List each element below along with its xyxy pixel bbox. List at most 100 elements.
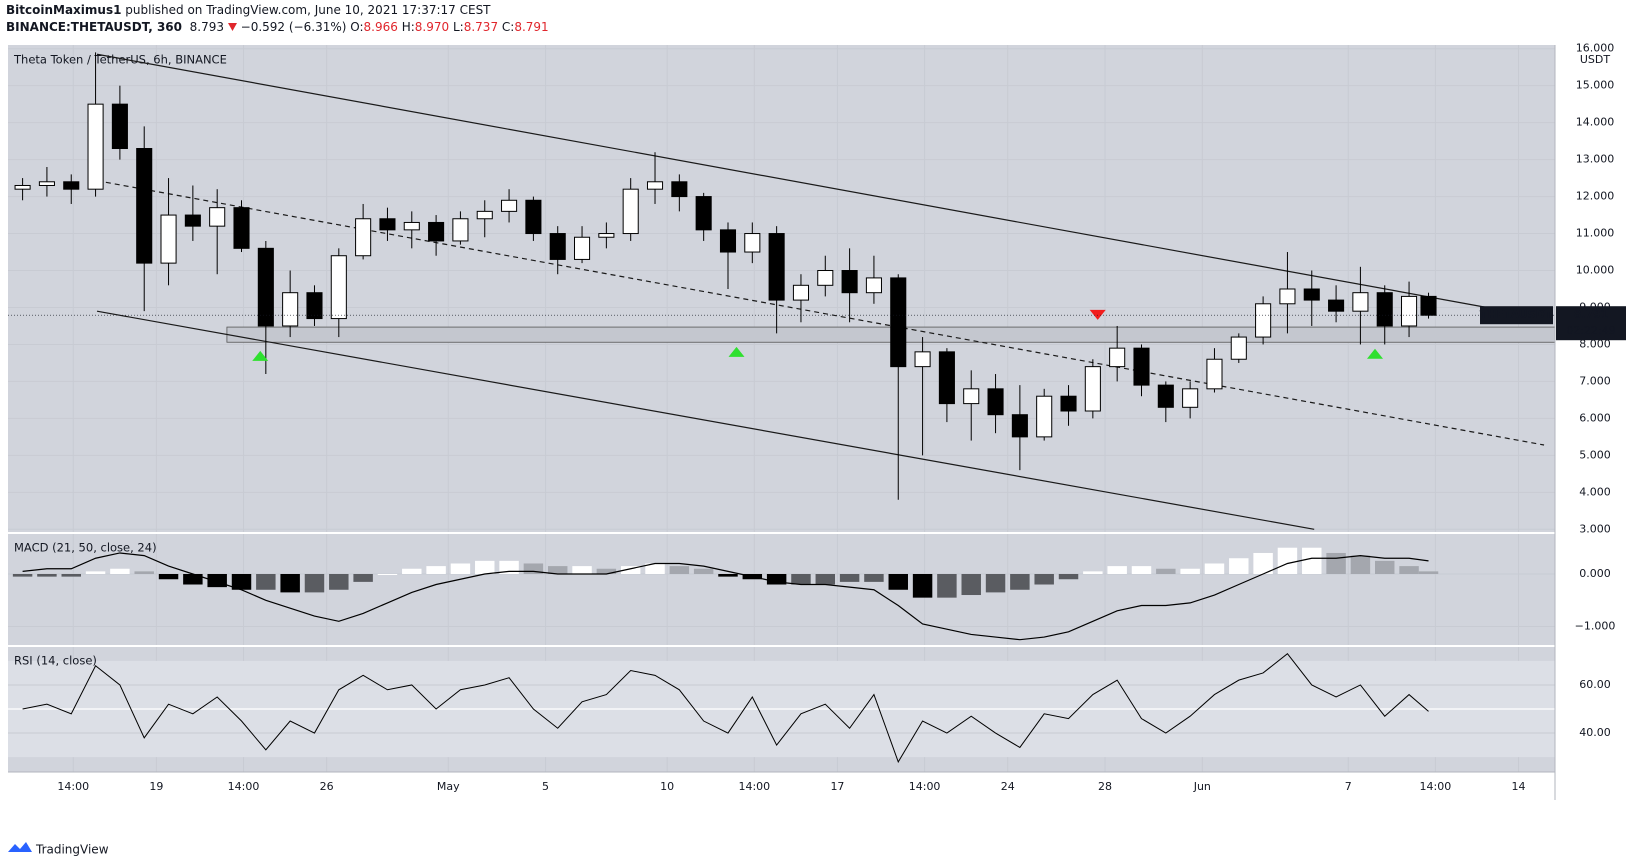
histogram-bar: [572, 566, 592, 574]
histogram-bar: [645, 563, 665, 574]
histogram-bar: [1107, 566, 1127, 574]
histogram-bar: [61, 573, 81, 577]
c-label: C:: [501, 20, 515, 34]
x-tick-label: 5: [542, 780, 549, 793]
pane-title: MACD (21, 50, close, 24): [14, 541, 157, 555]
histogram-bar: [402, 568, 422, 574]
histogram-bar: [499, 560, 519, 574]
candle-body: [938, 351, 955, 405]
candle-body: [38, 181, 55, 186]
candle-body: [1255, 303, 1272, 338]
histogram-bar: [134, 571, 154, 574]
header: BitcoinMaximus1 published on TradingView…: [6, 2, 549, 36]
macd-line: [22, 552, 1429, 641]
candle-body: [14, 184, 31, 190]
histogram-bar: [547, 566, 568, 574]
histogram-bar: [475, 560, 495, 574]
candle-body: [209, 207, 226, 227]
x-tick-label: 14:00: [228, 780, 260, 793]
candle-body: [646, 181, 664, 190]
histogram-bar: [864, 573, 884, 582]
candle-body: [695, 196, 712, 231]
x-tick-label: 14:00: [909, 780, 941, 793]
candle-body: [1279, 288, 1296, 305]
x-tick-label: 14:00: [738, 780, 770, 793]
histogram-bar: [937, 573, 957, 598]
trendline: [96, 53, 1488, 309]
y-tick-label: 4.000: [1579, 485, 1611, 498]
histogram-bar: [1034, 573, 1054, 585]
y-tick-label: 16.000: [1576, 42, 1615, 55]
candle-body: [1352, 292, 1369, 312]
x-tick-label: 14:00: [57, 780, 89, 793]
symbol-label: THETAUSDT: [1480, 308, 1553, 321]
change: −0.592 (−6.31%): [240, 20, 347, 34]
overlay: [14, 52, 1555, 530]
histogram-bar: [669, 566, 690, 574]
histogram-bar: [304, 573, 325, 593]
histogram-bar: [37, 573, 57, 577]
y-unit: USDT: [1580, 53, 1611, 66]
histogram-bar: [1083, 571, 1103, 574]
candle-body: [282, 292, 299, 327]
histogram-bar: [1326, 552, 1346, 574]
y-tick-label: 8.000: [1579, 337, 1611, 350]
candle-body: [963, 388, 980, 405]
candle-body: [1401, 295, 1418, 327]
candle-body: [1011, 414, 1028, 438]
candle-body: [744, 233, 761, 253]
candle-body: [306, 292, 323, 320]
histogram-bar: [1302, 547, 1322, 574]
y-tick-label: 5.000: [1579, 448, 1611, 461]
candle-body: [768, 233, 785, 301]
y-tick-label: 10.000: [1576, 264, 1615, 277]
candle-body: [476, 210, 493, 220]
candle-body: [987, 388, 1004, 416]
candle-body: [184, 214, 201, 227]
histogram-bar: [1229, 558, 1249, 574]
x-tick-label: 24: [1001, 780, 1015, 793]
histogram-bar: [523, 563, 544, 574]
candle-body: [817, 270, 834, 286]
y-tick-label: 40.00: [1579, 726, 1611, 739]
pane-title: RSI (14, close): [14, 654, 97, 668]
candle-body: [355, 218, 372, 257]
histogram-bar: [1375, 560, 1395, 574]
y-tick-label: 13.000: [1576, 153, 1615, 166]
y-tick-label: 12.000: [1576, 190, 1615, 203]
histogram-bar: [207, 573, 227, 588]
low: 8.737: [463, 20, 499, 34]
histogram-bar: [961, 573, 981, 596]
histogram-bar: [1350, 555, 1371, 574]
candle-body: [63, 181, 80, 190]
histogram-bar: [377, 573, 398, 575]
histogram-bar: [426, 566, 446, 574]
histogram-bar: [888, 573, 908, 590]
candle-body: [1133, 347, 1150, 386]
pane-title: Theta Token / TetherUS, 6h, BINANCE: [13, 53, 227, 67]
candle-body: [1084, 366, 1101, 412]
histogram-bar: [12, 573, 33, 577]
candle-body: [111, 103, 128, 150]
marker: [252, 350, 269, 361]
histogram-bar: [110, 568, 130, 574]
footer-brand: TradingView: [35, 843, 109, 857]
histogram-bar: [596, 568, 617, 574]
histogram-bar: [839, 573, 860, 582]
histogram-bar: [183, 573, 203, 585]
x-tick-label: 14: [1512, 780, 1526, 793]
y-tick-label: 6.000: [1579, 411, 1611, 424]
histogram-bar: [985, 573, 1006, 593]
y-tick-label: 60.00: [1579, 678, 1611, 691]
histogram-bar: [353, 573, 373, 582]
candle-body: [574, 236, 591, 260]
candle-body: [598, 233, 615, 238]
histogram-bar: [158, 573, 179, 580]
candle-body: [1328, 299, 1345, 312]
candle-body: [549, 233, 566, 260]
trendline: [96, 310, 1315, 530]
histogram-bar: [1131, 566, 1152, 574]
candle-body: [1303, 288, 1320, 301]
histogram-bar: [450, 563, 471, 574]
